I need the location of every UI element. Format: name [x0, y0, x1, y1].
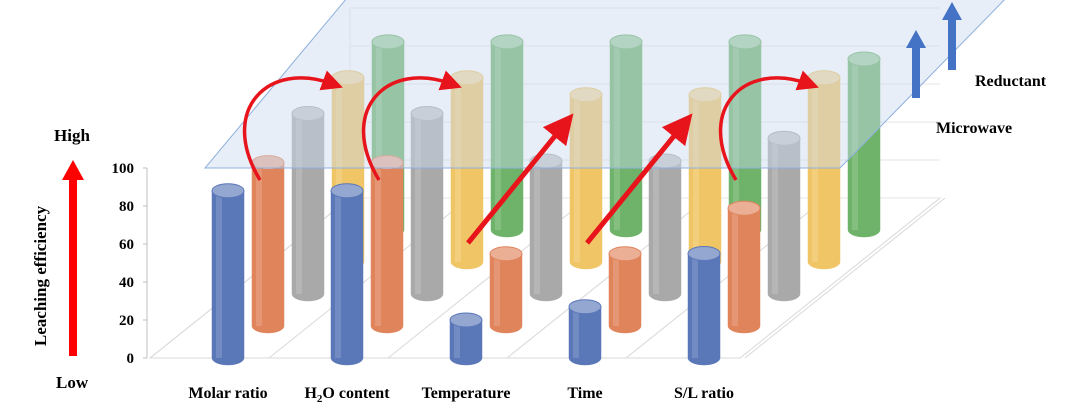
bar: [608, 246, 642, 334]
bar: [330, 183, 364, 366]
curved-trend-arrow: [361, 70, 462, 181]
efficiency-up-arrow: [62, 160, 84, 356]
bar: [410, 106, 444, 302]
bar: [370, 155, 404, 334]
x-category-label: Time: [567, 385, 602, 402]
microwave-arrow: [906, 30, 926, 98]
microwave-label: Microwave: [936, 120, 1012, 137]
y-tick-label: 60: [119, 237, 134, 253]
bar: [569, 87, 603, 270]
bar: [568, 299, 602, 366]
reductant-arrow: [942, 2, 962, 70]
low-label: Low: [56, 373, 89, 392]
chart-bars: [211, 34, 881, 366]
bar: [489, 246, 523, 334]
floor-depth-line: [744, 197, 946, 359]
straight-trend-arrow: [466, 113, 574, 245]
bar: [847, 51, 881, 238]
x-category-label: Temperature: [422, 385, 511, 402]
y-tick-label: 0: [127, 351, 135, 367]
y-tick-label: 80: [119, 199, 134, 215]
bar: [251, 155, 285, 334]
bar: [211, 183, 245, 366]
x-category-label: Molar ratio: [188, 385, 267, 402]
bar: [449, 312, 483, 366]
bar: [807, 70, 841, 270]
bar: [767, 130, 801, 302]
x-category-label: H2O content: [304, 385, 390, 405]
bar: [291, 106, 325, 302]
chart-axes: 0 20 40 60 80 100 Molar ratio H2O content Temper…: [112, 161, 735, 405]
straight-trend-arrow: [585, 113, 693, 245]
efficiency-plane: [203, 0, 1005, 169]
bar: [529, 153, 563, 302]
x-category-label: S/L ratio: [674, 385, 734, 402]
high-label: High: [54, 126, 90, 145]
y-tick-label: 20: [119, 313, 134, 329]
y-tick-label: 40: [119, 275, 134, 291]
bar: [687, 246, 721, 366]
trend-arrows: [242, 70, 819, 245]
bar: [727, 200, 761, 334]
bar: [648, 153, 682, 302]
y-tick-label: 100: [112, 161, 135, 177]
reductant-label: Reductant: [975, 73, 1047, 90]
top-plane: [203, 0, 1005, 169]
curved-trend-arrow: [718, 70, 819, 181]
y-axis-title: Leaching efficiency: [31, 205, 50, 346]
curved-trend-arrow: [242, 70, 343, 181]
